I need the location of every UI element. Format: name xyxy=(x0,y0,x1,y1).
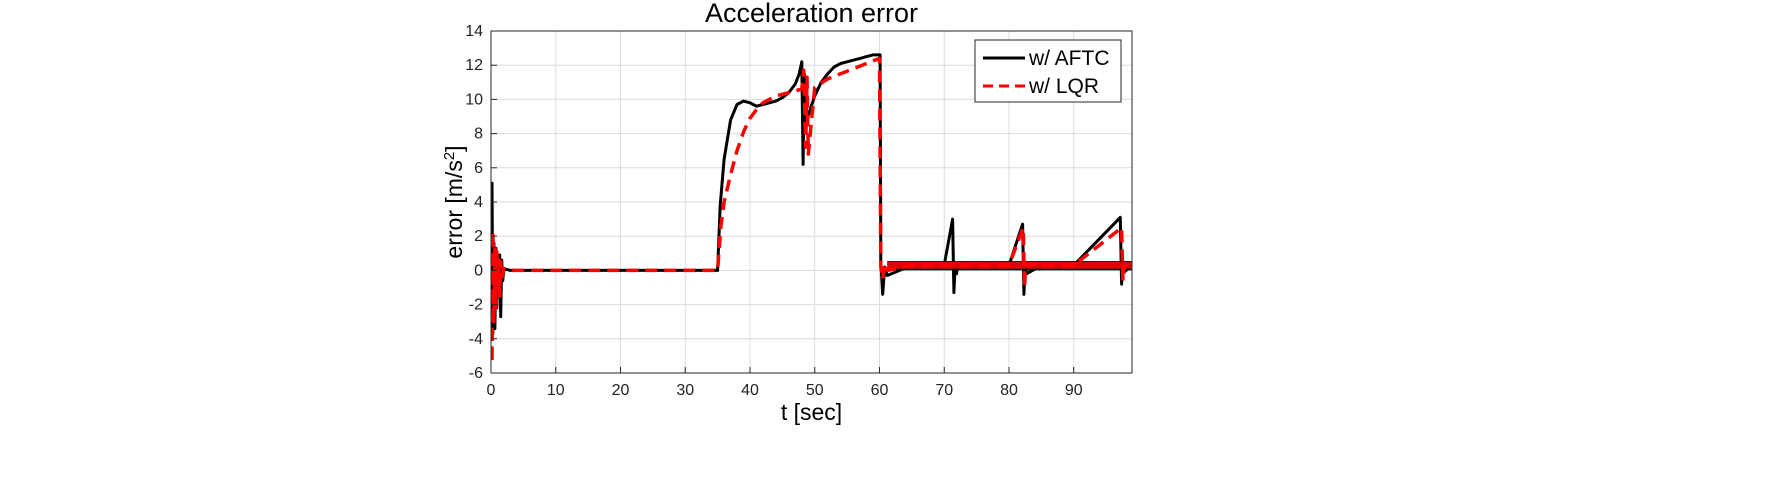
x-tick-label: 40 xyxy=(741,382,759,399)
legend-label-aftc: w/ AFTC xyxy=(1028,47,1110,70)
x-tick-label: 60 xyxy=(871,382,889,399)
x-tick-label: 20 xyxy=(612,382,630,399)
plot-series xyxy=(491,53,1132,365)
x-tick-label: 90 xyxy=(1065,382,1083,399)
y-axis-label: error [m/s2] xyxy=(441,145,468,258)
x-tick-label: 70 xyxy=(935,382,953,399)
y-tick-label: 8 xyxy=(474,126,483,143)
y-tick-label: -2 xyxy=(469,297,483,314)
legend-label-lqr: w/ LQR xyxy=(1028,75,1099,98)
y-tick-label: 0 xyxy=(474,262,483,279)
x-tick-label: 10 xyxy=(547,382,565,399)
y-tick-label: 14 xyxy=(465,23,483,40)
chart-title: Acceleration error xyxy=(705,0,918,28)
y-tick-label: 12 xyxy=(465,57,483,74)
x-tick-label: 30 xyxy=(676,382,694,399)
y-axis-label-superscript: 2 xyxy=(441,152,458,160)
y-axis-label-end: ] xyxy=(441,145,467,151)
legend: w/ AFTC w/ LQR xyxy=(974,39,1122,103)
tick-labels: 0 10 20 30 40 50 60 70 80 90 -6 -4 -2 0 2 4 6 8 10 12 14 xyxy=(465,23,1083,399)
series-band-lqr xyxy=(887,261,1132,269)
x-axis-label: t [sec] xyxy=(781,399,842,425)
legend-box xyxy=(974,39,1122,103)
x-tick-label: 0 xyxy=(487,382,496,399)
y-tick-label: -4 xyxy=(469,331,483,348)
y-tick-label: -6 xyxy=(469,365,483,382)
y-tick-label: 6 xyxy=(474,160,483,177)
x-tick-label: 50 xyxy=(806,382,824,399)
x-tick-label: 80 xyxy=(1000,382,1018,399)
y-tick-label: 2 xyxy=(474,228,483,245)
y-axis-label-main: error [m/s xyxy=(441,160,467,258)
y-tick-label: 4 xyxy=(474,194,483,211)
y-tick-label: 10 xyxy=(465,91,483,108)
